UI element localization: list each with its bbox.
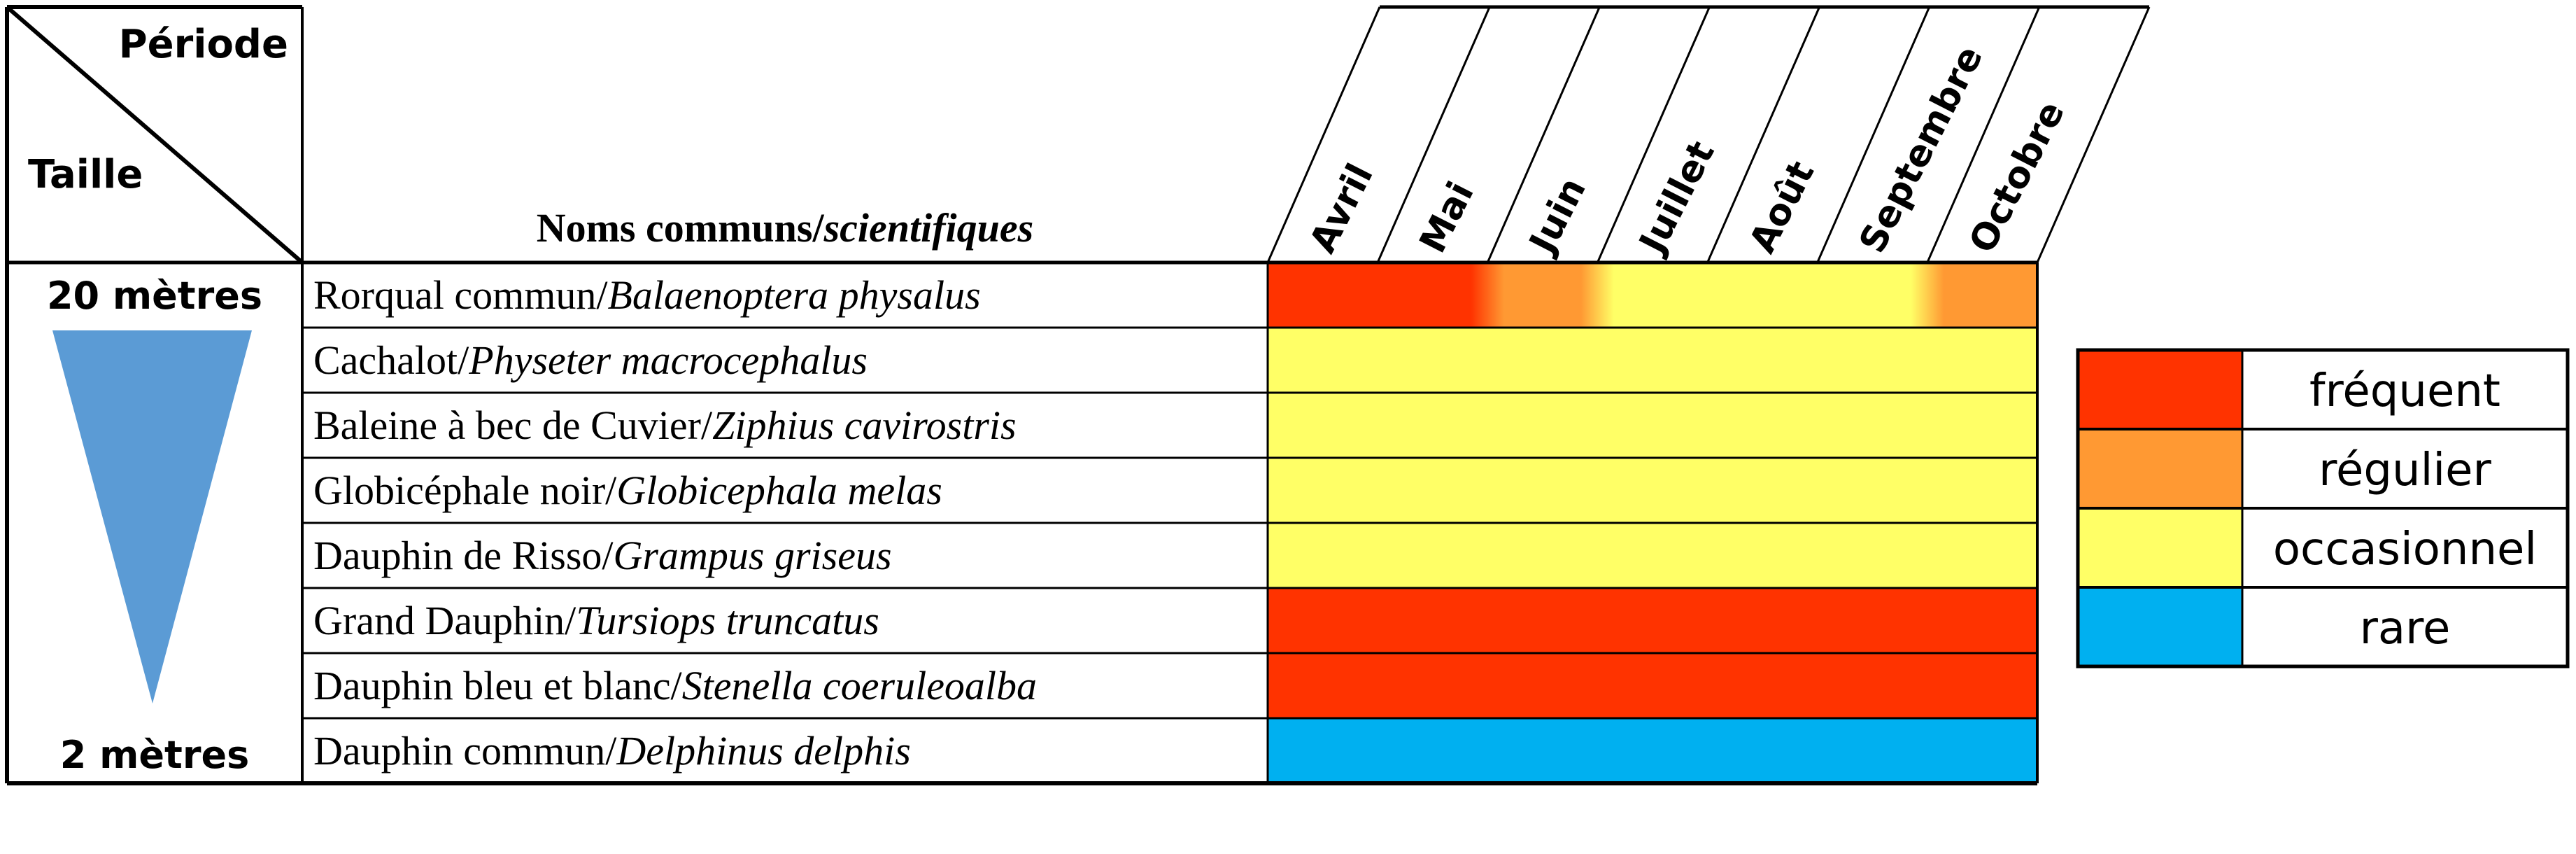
table-grid <box>5 5 2151 785</box>
row-bar <box>1268 718 2037 783</box>
month-label: Août <box>1741 155 1823 260</box>
species-name: Grand Dauphin/Tursiops truncatus <box>313 598 879 643</box>
legend-swatch <box>2078 587 2242 666</box>
legend-label: régulier <box>2319 444 2491 496</box>
month-divider <box>1376 6 1491 263</box>
size-label: Taille <box>28 152 143 197</box>
legend-swatch <box>2078 350 2242 429</box>
row-bar <box>1268 262 2037 328</box>
row-bar <box>1268 393 2037 458</box>
month-label: Avril <box>1302 158 1382 260</box>
species-name: Rorqual commun/Balaenoptera physalus <box>313 272 981 318</box>
species-name: Globicéphale noir/Globicephala melas <box>313 468 942 513</box>
size-triangle <box>52 330 252 704</box>
size-bottom-label: 2 mètres <box>60 733 249 777</box>
month-divider <box>1706 6 1820 263</box>
row-bar <box>1268 523 2037 588</box>
legend-border <box>2076 348 2570 668</box>
species-name: Cachalot/Physeter macrocephalus <box>313 337 868 383</box>
month-divider <box>1597 6 1711 263</box>
frequency-cells <box>1268 262 2037 783</box>
month-divider <box>2036 6 2151 263</box>
month-divider <box>1926 6 2041 263</box>
row-bar <box>1268 588 2037 653</box>
period-label: Période <box>119 22 288 67</box>
legend-label: rare <box>2360 603 2451 654</box>
legend-label: occasionnel <box>2273 524 2537 575</box>
month-divider <box>1816 6 1931 263</box>
species-name: Dauphin commun/Delphinus delphis <box>313 728 911 774</box>
month-label: Juin <box>1521 172 1594 262</box>
row-bar <box>1268 458 2037 523</box>
names-header: Noms communs/scientifiques <box>537 205 1034 251</box>
species-name: Baleine à bec de Cuvier/Ziphius cavirost… <box>313 402 1017 448</box>
legend-swatch <box>2078 429 2242 508</box>
month-divider <box>1486 6 1601 263</box>
month-label: Mai <box>1412 175 1482 260</box>
species-name: Dauphin de Risso/Grampus griseus <box>313 533 892 578</box>
header-diagonal <box>6 5 304 265</box>
row-bar <box>1268 653 2037 718</box>
month-divider <box>1266 6 1381 263</box>
row-bar <box>1268 328 2037 393</box>
species-name: Dauphin bleu et blanc/Stenella coeruleoa… <box>313 663 1037 708</box>
legend-label: fréquent <box>2309 365 2500 417</box>
month-label: Octobre <box>1962 94 2074 260</box>
legend-swatch <box>2078 508 2242 587</box>
legend: fréquent régulier occasionnel rare <box>2076 348 2570 668</box>
size-top-label: 20 mètres <box>47 274 262 318</box>
